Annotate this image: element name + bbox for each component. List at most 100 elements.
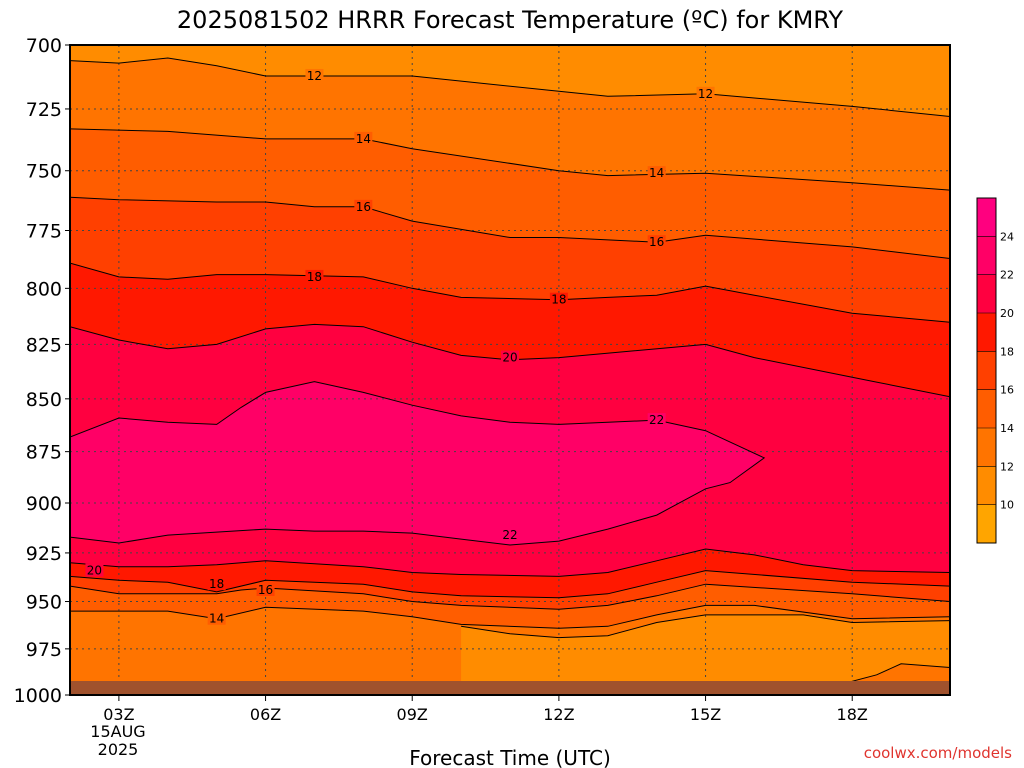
contour-label: 14 <box>649 166 664 180</box>
contour-line-22 <box>70 381 766 546</box>
contour-label-bg <box>207 577 226 591</box>
band-lower-16 <box>70 570 950 610</box>
y-tick-label: 700 <box>26 35 62 57</box>
y-tick-label: 775 <box>26 220 62 242</box>
contour-label: 18 <box>209 577 224 591</box>
contour-label: 14 <box>209 612 224 626</box>
contour-line-16 <box>70 583 950 610</box>
temperature-fill-layer <box>70 45 950 695</box>
contour-label-bg <box>501 528 519 542</box>
contour-label: 18 <box>307 270 322 284</box>
x-tick-label: 03Z <box>103 705 134 724</box>
y-tick-label: 925 <box>26 543 62 565</box>
contour-label-bg <box>207 611 226 625</box>
colorbar-tick-label: 18 <box>1000 345 1014 358</box>
x-date-line-2: 2025 <box>98 740 139 759</box>
contour-line-12 <box>70 57 950 117</box>
contour-label: 20 <box>87 564 102 578</box>
ground-surface <box>70 681 950 695</box>
y-tick-label: 900 <box>26 493 62 515</box>
colorbar-swatch <box>977 198 996 237</box>
contour-label-bg <box>256 582 275 596</box>
colorbar-swatch <box>977 236 996 275</box>
colorbar-tick-label: 20 <box>1000 307 1014 320</box>
y-tick-label: 750 <box>26 161 62 183</box>
contour-label: 22 <box>502 528 517 542</box>
contour-label-bg <box>549 292 568 306</box>
colorbar-tick-label: 22 <box>1000 269 1014 282</box>
contour-line-20 <box>70 548 950 577</box>
colorbar-swatch <box>977 274 996 313</box>
contour-label-bg <box>305 68 324 82</box>
y-tick-label: 800 <box>26 278 62 300</box>
band-lower-14 <box>70 584 950 629</box>
band-lower-18 <box>70 549 950 598</box>
y-tick-label: 1000 <box>14 685 62 707</box>
colorbar-swatch <box>977 466 996 505</box>
contour-label-bg <box>647 166 666 180</box>
x-tick-label: 18Z <box>837 705 868 724</box>
x-tick-label: 15Z <box>690 705 721 724</box>
contour-label-layer: 12 12 14 14 16 16 18 18 20 22 22 20 18 16 14 <box>85 68 715 626</box>
band-lower-10 <box>461 614 950 695</box>
contour-label: 18 <box>551 293 566 307</box>
x-axis: 03Z 06Z 09Z 12Z 15Z 18Z <box>103 695 868 724</box>
contour-line-16 <box>70 196 950 259</box>
x-axis-title: Forecast Time (UTC) <box>409 746 611 768</box>
contour-label: 16 <box>356 200 371 214</box>
contour-label: 16 <box>649 235 664 249</box>
colorbar-tick-label: 24 <box>1000 230 1014 243</box>
contour-line-18 <box>70 570 950 599</box>
colorbar-swatch <box>977 428 996 467</box>
x-tick-label: 12Z <box>543 705 574 724</box>
contour-label: 14 <box>356 132 371 146</box>
band-upper-18 <box>70 263 950 397</box>
band-upper-14 <box>70 128 950 259</box>
contour-label: 20 <box>502 351 517 365</box>
chart-title: 2025081502 HRRR Forecast Temperature (ºC… <box>177 6 844 34</box>
band-upper-12 <box>70 58 950 191</box>
y-tick-label: 725 <box>26 99 62 121</box>
contour-label-bg <box>501 350 519 364</box>
colorbar-frame <box>976 197 997 544</box>
colorbar-swatch <box>977 504 996 543</box>
contour-line-12 <box>461 614 950 639</box>
contour-line-18 <box>70 262 950 323</box>
contour-label: 12 <box>307 69 322 83</box>
contour-label-bg <box>647 413 666 427</box>
band-22-24 <box>70 381 765 545</box>
contour-label-bg <box>354 199 373 213</box>
contour-label: 12 <box>698 87 713 101</box>
colorbar: 10 12 14 16 18 20 22 24 <box>976 197 1014 544</box>
contour-label: 16 <box>258 583 273 597</box>
y-tick-label: 875 <box>26 442 62 464</box>
contour-label-bg <box>696 86 715 100</box>
y-tick-label: 950 <box>26 592 62 614</box>
colorbar-tick-label: 14 <box>1000 422 1014 435</box>
plot-frame <box>69 44 951 696</box>
band-10-12 <box>70 45 950 117</box>
y-tick-label: 975 <box>26 639 62 661</box>
x-tick-label: 09Z <box>397 705 428 724</box>
contour-label-bg <box>354 131 373 145</box>
contour-label-bg <box>305 269 324 283</box>
credit-text: coolwx.com/models <box>864 744 1012 762</box>
contour-label: 22 <box>649 413 664 427</box>
x-tick-label: 06Z <box>250 705 281 724</box>
contour-line-20 <box>70 323 950 398</box>
colorbar-tick-label: 10 <box>1000 499 1014 512</box>
colorbar-swatch <box>977 313 996 352</box>
colorbar-tick-label: 16 <box>1000 384 1014 397</box>
colorbar-swatch <box>977 351 996 390</box>
colorbar-tick-label: 12 <box>1000 460 1014 473</box>
x-date-line-1: 15AUG <box>90 722 145 741</box>
contour-label-bg <box>647 235 666 249</box>
y-tick-label: 825 <box>26 334 62 356</box>
contour-line-14 <box>70 128 950 191</box>
y-tick-label: 850 <box>26 389 62 411</box>
y-axis: 700 725 750 775 800 825 850 875 900 925 950 975 1000 <box>14 35 70 707</box>
plot-area <box>70 45 950 695</box>
colorbar-swatch <box>977 389 996 428</box>
band-upper-16 <box>70 197 950 323</box>
